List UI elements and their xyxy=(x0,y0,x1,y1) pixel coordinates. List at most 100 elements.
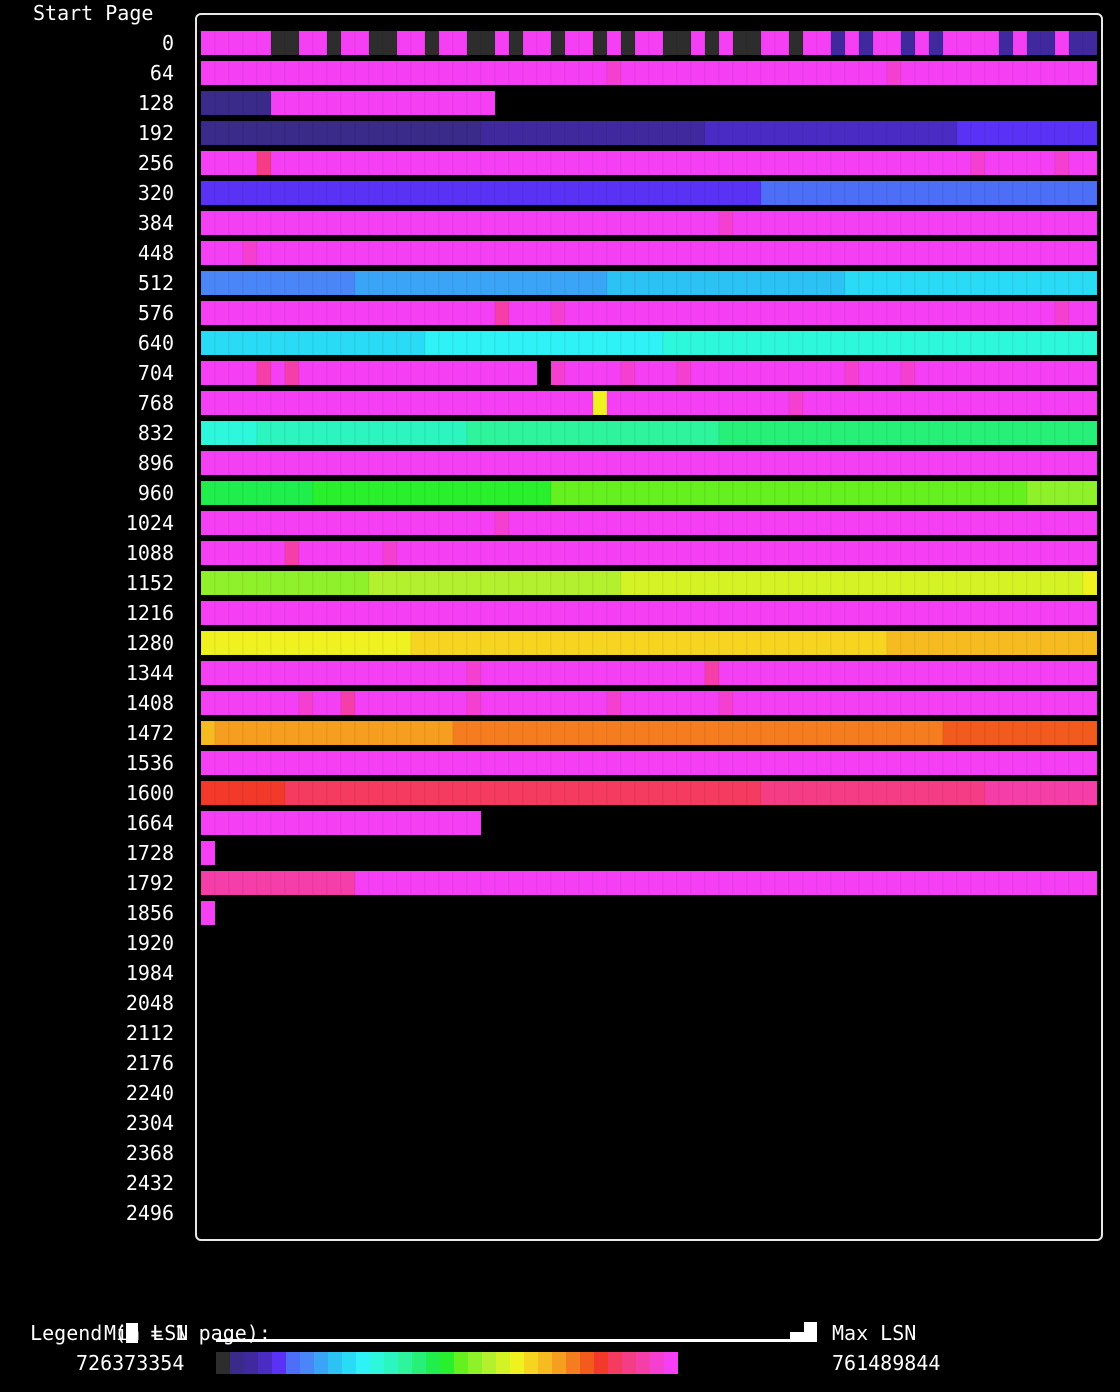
row-label: 1472 xyxy=(125,721,174,745)
row-label: 1216 xyxy=(125,601,174,625)
page-cell xyxy=(1082,870,1098,896)
row-label: 512 xyxy=(137,271,174,295)
legend-min-label: Min LSN xyxy=(104,1321,189,1345)
legend-ramp-step xyxy=(804,1322,817,1342)
legend-swatch xyxy=(580,1352,594,1374)
legend-swatch xyxy=(342,1352,356,1374)
row-label: 320 xyxy=(137,181,174,205)
legend-swatch xyxy=(594,1352,608,1374)
row-label: 64 xyxy=(149,61,174,85)
row-label: 1984 xyxy=(125,961,174,985)
legend-swatch xyxy=(356,1352,370,1374)
page-cell xyxy=(1082,570,1098,596)
row-label: 640 xyxy=(137,331,174,355)
page-cell xyxy=(1082,180,1098,206)
row-label: 1024 xyxy=(125,511,174,535)
legend-swatch xyxy=(384,1352,398,1374)
legend-swatch xyxy=(328,1352,342,1374)
row-label: 256 xyxy=(137,151,174,175)
legend-swatch xyxy=(664,1352,678,1374)
page-cell xyxy=(1082,600,1098,626)
row-label: 832 xyxy=(137,421,174,445)
legend-ramp-step xyxy=(790,1332,804,1342)
legend-swatch xyxy=(272,1352,286,1374)
page-cell xyxy=(1082,630,1098,656)
page-cell xyxy=(1082,360,1098,386)
page-cell xyxy=(1082,60,1098,86)
page-cell xyxy=(1082,480,1098,506)
legend-swatch xyxy=(636,1352,650,1374)
page-cell xyxy=(1082,30,1098,56)
row-label: 1088 xyxy=(125,541,174,565)
row-label: 768 xyxy=(137,391,174,415)
legend-swatch xyxy=(286,1352,300,1374)
legend-swatch xyxy=(300,1352,314,1374)
legend-swatch xyxy=(608,1352,622,1374)
row-label: 2496 xyxy=(125,1201,174,1225)
legend-swatch xyxy=(524,1352,538,1374)
legend-swatch xyxy=(216,1352,230,1374)
page-cell xyxy=(1082,300,1098,326)
legend-swatch xyxy=(482,1352,496,1374)
legend-swatch xyxy=(258,1352,272,1374)
page-cell xyxy=(1082,390,1098,416)
legend-swatch xyxy=(230,1352,244,1374)
start-page-header: Start Page xyxy=(33,1,154,25)
page-cell xyxy=(1082,330,1098,356)
page-cell xyxy=(1082,450,1098,476)
page-map-frame xyxy=(195,13,1103,1241)
legend-swatch xyxy=(426,1352,440,1374)
legend-max-lsn: 761489844 xyxy=(832,1351,941,1375)
row-label: 2176 xyxy=(125,1051,174,1075)
page-cell xyxy=(1082,210,1098,236)
row-label: 2368 xyxy=(125,1141,174,1165)
row-label: 1920 xyxy=(125,931,174,955)
row-label: 576 xyxy=(137,301,174,325)
legend-swatch xyxy=(538,1352,552,1374)
page-cell xyxy=(480,90,496,116)
row-label: 2048 xyxy=(125,991,174,1015)
page-cell xyxy=(1082,150,1098,176)
legend-title-prefix: Legend ( xyxy=(30,1321,127,1345)
row-label: 896 xyxy=(137,451,174,475)
legend-max-label: Max LSN xyxy=(832,1321,917,1345)
row-label: 1856 xyxy=(125,901,174,925)
legend-page-block-icon xyxy=(126,1323,139,1343)
legend-swatch xyxy=(244,1352,258,1374)
row-label: 1344 xyxy=(125,661,174,685)
legend-swatch xyxy=(412,1352,426,1374)
page-cell xyxy=(1082,420,1098,446)
row-label: 448 xyxy=(137,241,174,265)
row-label: 128 xyxy=(137,91,174,115)
legend-swatch xyxy=(314,1352,328,1374)
page-cell xyxy=(522,360,538,386)
row-label: 2112 xyxy=(125,1021,174,1045)
legend-ramp-baseline xyxy=(216,1339,792,1342)
page-cell xyxy=(1082,240,1098,266)
legend-swatch xyxy=(552,1352,566,1374)
page-cell xyxy=(1082,780,1098,806)
page-cell xyxy=(466,810,482,836)
page-cell xyxy=(1082,690,1098,716)
row-label: 1792 xyxy=(125,871,174,895)
legend-swatch xyxy=(566,1352,580,1374)
legend-min-lsn: 726373354 xyxy=(76,1351,185,1375)
page-cell xyxy=(1082,120,1098,146)
row-label: 0 xyxy=(161,31,174,55)
legend-swatch xyxy=(622,1352,636,1374)
legend-swatch xyxy=(496,1352,510,1374)
row-label: 704 xyxy=(137,361,174,385)
row-label: 1728 xyxy=(125,841,174,865)
row-label: 192 xyxy=(137,121,174,145)
page-cell xyxy=(1082,270,1098,296)
page-cell xyxy=(1082,660,1098,686)
row-label: 960 xyxy=(137,481,174,505)
page-cell xyxy=(200,840,216,866)
page-cell xyxy=(1082,540,1098,566)
legend-swatch xyxy=(454,1352,468,1374)
row-label: 1280 xyxy=(125,631,174,655)
page-cell xyxy=(1082,510,1098,536)
row-label: 2432 xyxy=(125,1171,174,1195)
